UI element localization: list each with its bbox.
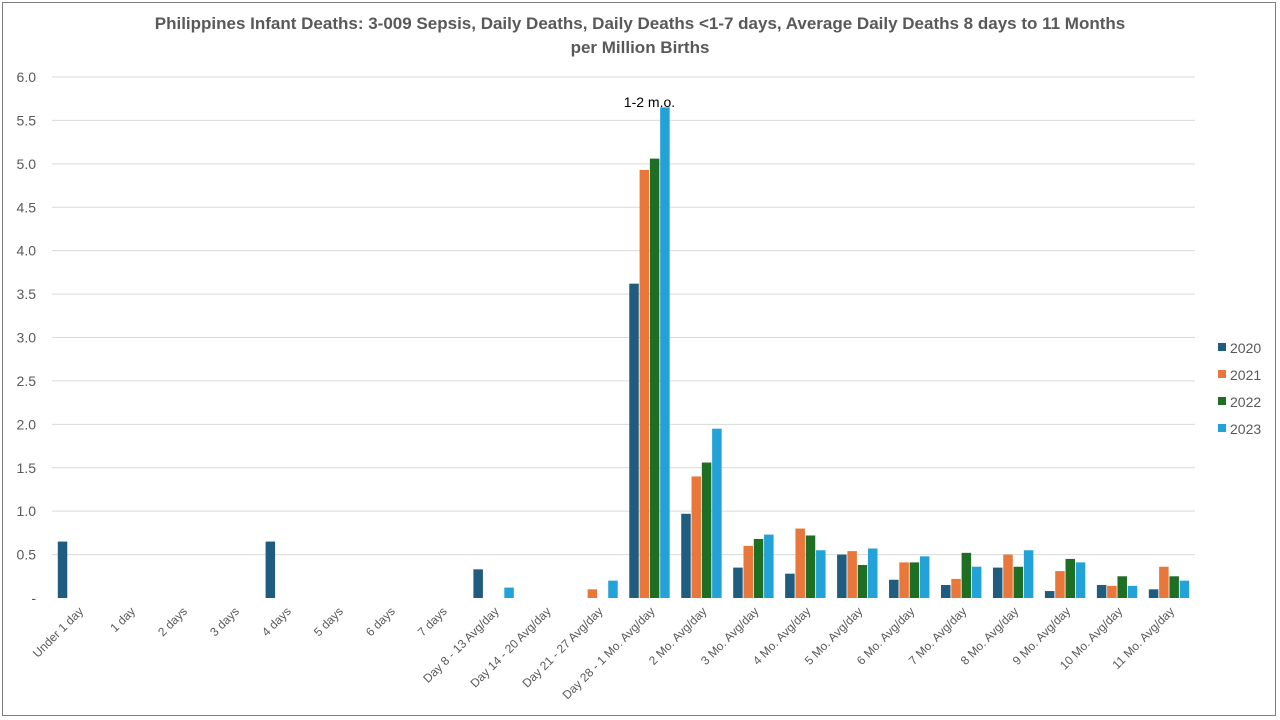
legend-label-2023: 2023 bbox=[1230, 421, 1261, 437]
bar-2023 bbox=[867, 548, 878, 598]
bar-2023 bbox=[1023, 550, 1034, 598]
y-tick-label: 3.0 bbox=[17, 330, 37, 346]
legend-swatch-2020 bbox=[1218, 343, 1226, 351]
y-tick-label: 6.0 bbox=[17, 69, 37, 85]
bar-2023 bbox=[764, 534, 774, 598]
bar-2020 bbox=[1148, 589, 1159, 598]
bar-2023 bbox=[608, 580, 618, 598]
y-tick-label: 1.5 bbox=[17, 460, 37, 476]
bar-2023 bbox=[1075, 562, 1086, 598]
bar-2022 bbox=[701, 462, 712, 598]
x-tick-label: 5 days bbox=[311, 604, 346, 639]
bar-2023 bbox=[919, 556, 930, 598]
x-tick-label: 3 days bbox=[207, 604, 242, 639]
y-tick-label: 4.5 bbox=[17, 199, 37, 215]
bar-2020 bbox=[265, 541, 276, 598]
y-tick-label: 2.5 bbox=[17, 373, 37, 389]
bar-2021 bbox=[1159, 566, 1169, 598]
x-tick-label: Day 28 - 1 Mo. Avg/day bbox=[560, 604, 658, 702]
bar-2021 bbox=[743, 545, 753, 598]
bar-2020 bbox=[681, 513, 691, 598]
bar-2022 bbox=[1169, 576, 1179, 598]
bar-2022 bbox=[909, 562, 920, 598]
bar-2020 bbox=[733, 567, 743, 598]
bar-2022 bbox=[805, 535, 816, 598]
bar-2020 bbox=[785, 573, 795, 598]
legend-label-2020: 2020 bbox=[1230, 340, 1261, 356]
bar-2022 bbox=[857, 565, 868, 598]
bar-2021 bbox=[587, 589, 598, 598]
bar-2021 bbox=[899, 562, 909, 598]
legend-swatch-2022 bbox=[1218, 397, 1226, 405]
bar-2023 bbox=[712, 428, 722, 598]
bar-2020 bbox=[992, 567, 1003, 598]
y-tick-label: 1.0 bbox=[17, 503, 37, 519]
y-tick-label: 4.0 bbox=[17, 243, 37, 259]
x-tick-label: Under 1 day bbox=[30, 604, 86, 660]
y-tick-label: - bbox=[31, 590, 36, 606]
bar-2022 bbox=[753, 538, 764, 598]
y-tick-label: 3.5 bbox=[17, 286, 37, 302]
bar-2021 bbox=[1003, 554, 1013, 598]
legend-swatch-2021 bbox=[1218, 370, 1226, 378]
bar-2020 bbox=[837, 554, 847, 598]
bar-2020 bbox=[941, 584, 951, 598]
bar-2022 bbox=[1013, 566, 1024, 598]
x-tick-label: 1 day bbox=[107, 604, 138, 635]
bar-2021 bbox=[951, 578, 961, 598]
y-tick-label: 5.0 bbox=[17, 156, 37, 172]
bar-2021 bbox=[639, 169, 650, 598]
bar-2023 bbox=[1179, 580, 1190, 598]
y-tick-label: 5.5 bbox=[17, 112, 37, 128]
y-tick-label: 0.5 bbox=[17, 547, 37, 563]
legend-label-2021: 2021 bbox=[1230, 367, 1261, 383]
x-tick-label: 4 days bbox=[259, 604, 294, 639]
bar-2023 bbox=[660, 107, 670, 599]
y-tick-label: 2.0 bbox=[17, 416, 37, 432]
bar-2021 bbox=[691, 476, 702, 598]
bar-2023 bbox=[504, 587, 514, 598]
bar-2023 bbox=[816, 550, 826, 598]
bar-2020 bbox=[473, 569, 483, 598]
bar-2021 bbox=[1107, 585, 1117, 598]
bar-2021 bbox=[795, 528, 805, 598]
bar-2020 bbox=[889, 579, 899, 598]
bar-2022 bbox=[961, 552, 972, 598]
legend-label-2022: 2022 bbox=[1230, 394, 1261, 410]
x-tick-label: 2 days bbox=[155, 604, 190, 639]
chart-title: Philippines Infant Deaths: 3-009 Sepsis,… bbox=[154, 14, 1126, 57]
bar-2021 bbox=[1055, 571, 1065, 598]
bar-2021 bbox=[847, 551, 857, 598]
x-tick-label: 7 days bbox=[415, 604, 450, 639]
bar-2023 bbox=[1127, 585, 1138, 598]
x-tick-label: 6 days bbox=[363, 604, 398, 639]
bar-2022 bbox=[649, 158, 660, 598]
bar-2022 bbox=[1117, 576, 1127, 598]
legend-swatch-2023 bbox=[1218, 424, 1226, 432]
bar-2022 bbox=[1065, 558, 1076, 598]
bar-2023 bbox=[971, 566, 982, 598]
annotation-label: 1-2 m.o. bbox=[624, 94, 675, 110]
bar-2020 bbox=[1044, 591, 1055, 598]
bar-2020 bbox=[629, 283, 639, 598]
bar-2020 bbox=[57, 541, 68, 598]
bar-2020 bbox=[1096, 584, 1107, 598]
